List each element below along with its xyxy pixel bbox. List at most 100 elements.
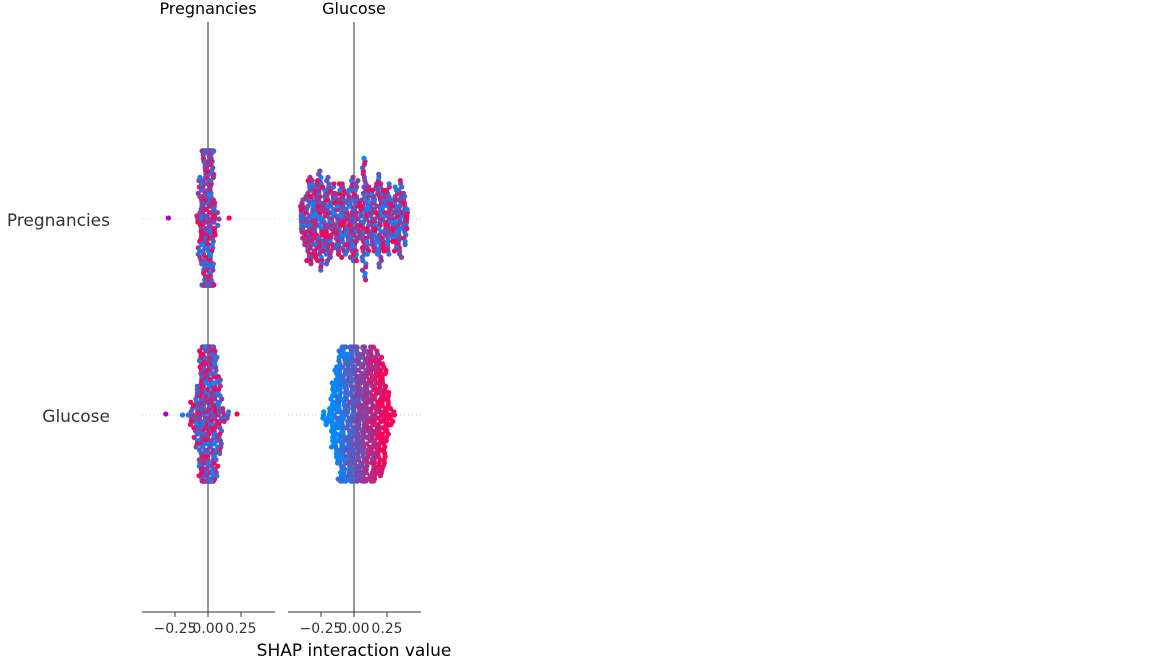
shap-point [371,245,377,251]
shap-point [211,460,217,466]
shap-point [333,245,339,251]
shap-point [379,361,386,367]
shap-point [397,178,403,184]
shap-point [345,476,351,482]
shap-point [398,254,405,260]
shap-point [386,390,392,396]
shap-point [319,184,326,190]
shap-point [367,348,373,354]
shap-point [211,380,217,386]
shap-point [216,216,222,222]
shap-point [355,367,361,373]
shap-point [391,248,398,254]
shap-point [379,399,385,405]
shap-point [392,184,398,190]
row-label-glucose: Glucose [42,407,110,427]
shap-point [386,181,392,187]
shap-point [327,406,333,412]
shap-point [388,422,394,428]
shap-point [195,219,201,225]
shap-point [376,171,382,177]
shap-point [374,181,380,187]
x-axis-label: SHAP interaction value [257,641,452,660]
shap-point [376,264,382,270]
shap-point [208,478,214,484]
shap-point [195,190,201,196]
shap-point [208,377,214,383]
shap-point [347,399,353,405]
shap-point [338,473,344,479]
shap-point [211,441,217,447]
shap-point [194,431,201,437]
shap-point [359,370,365,376]
shap-point [337,478,343,484]
shap-point [210,148,216,154]
shap-point [336,348,342,354]
shap-point [203,478,209,484]
shap-point [315,178,321,184]
shap-point [212,200,218,206]
shap-point [339,181,345,187]
shap-point [211,219,217,225]
x-tick-label-1-0: −0.25 [300,621,343,637]
shap-point [215,374,221,380]
shap-point [325,174,331,180]
shap-point [327,254,333,260]
shap-point [390,238,396,244]
shap-point [370,187,376,193]
shap-point [197,348,203,354]
shap-point [220,406,226,412]
shap-point [374,251,381,257]
shap-point [199,261,205,267]
x-tick-label-0-1: 0.00 [192,621,223,637]
shap-point [367,390,373,396]
x-tick-label-1-2: 0.25 [371,621,402,637]
shap-point [375,434,381,440]
column-title-pregnancies: Pregnancies [159,0,256,18]
shap-point [206,210,213,216]
shap-point [302,242,308,248]
shap-point [363,470,369,476]
shap-point [391,412,397,418]
shap-point [187,422,193,428]
shap-point [338,418,345,424]
shap-point [191,434,197,440]
shap-point [375,399,381,405]
shap-point [339,254,345,260]
shap-point [379,425,385,431]
shap-point [364,251,370,257]
shap-point [300,197,306,203]
shap-point [194,383,200,389]
shap-point [360,258,366,264]
x-tick-label-1-1: 0.00 [338,621,369,637]
shap-point [199,242,205,248]
shap-outlier-point [226,215,232,221]
shap-point [383,438,389,444]
shap-point [298,203,304,209]
shap-point [193,444,199,450]
shap-point [400,190,407,196]
shap-point [352,364,358,370]
shap-point [179,412,186,418]
shap-point [191,425,197,431]
shap-point [361,478,367,484]
shap-point [331,181,337,187]
shap-point [380,187,387,193]
shap-point [334,460,341,466]
shap-point [315,258,321,264]
shap-point [303,194,309,200]
shap-outlier-point [163,411,169,417]
shap-point [217,450,223,456]
shap-point [339,210,345,216]
shap-point [367,450,373,456]
shap-point [361,155,367,161]
shap-point [350,251,357,257]
shap-point [332,190,338,196]
shap-point [319,232,325,238]
x-tick-label-0-0: −0.25 [154,621,197,637]
shap-point [374,348,380,354]
scatter-points [163,148,410,484]
shap-point [343,344,349,350]
shap-point [347,344,353,350]
shap-point [379,466,385,472]
